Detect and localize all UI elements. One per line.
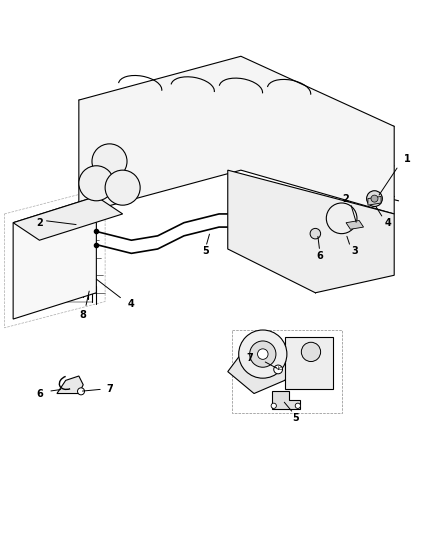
Text: 7: 7 — [246, 353, 253, 364]
Polygon shape — [346, 221, 364, 229]
Text: 8: 8 — [80, 310, 87, 320]
Circle shape — [258, 349, 268, 359]
Polygon shape — [228, 170, 394, 293]
Polygon shape — [228, 341, 298, 393]
Polygon shape — [57, 376, 83, 393]
Circle shape — [250, 341, 276, 367]
Text: 3: 3 — [351, 246, 358, 256]
Polygon shape — [13, 197, 123, 240]
Circle shape — [271, 403, 276, 408]
Text: 6: 6 — [36, 389, 43, 399]
Text: 2: 2 — [36, 217, 43, 228]
Circle shape — [79, 166, 114, 201]
Circle shape — [310, 229, 321, 239]
Text: 2: 2 — [343, 193, 350, 204]
Polygon shape — [368, 197, 381, 205]
Circle shape — [371, 195, 378, 202]
Text: 4: 4 — [384, 217, 391, 228]
Text: 6: 6 — [316, 251, 323, 261]
Circle shape — [295, 403, 300, 408]
Text: 4: 4 — [128, 298, 135, 309]
Circle shape — [105, 170, 140, 205]
Circle shape — [274, 365, 283, 374]
Text: 1: 1 — [404, 154, 411, 164]
Circle shape — [326, 203, 357, 233]
Circle shape — [239, 330, 287, 378]
Text: 5: 5 — [292, 413, 299, 423]
Polygon shape — [13, 197, 96, 319]
Circle shape — [92, 144, 127, 179]
Polygon shape — [272, 391, 300, 409]
Circle shape — [78, 388, 85, 395]
Circle shape — [367, 191, 382, 206]
Polygon shape — [285, 336, 333, 389]
Text: 5: 5 — [202, 246, 209, 256]
Polygon shape — [79, 56, 394, 214]
Text: 7: 7 — [106, 384, 113, 394]
Circle shape — [301, 342, 321, 361]
